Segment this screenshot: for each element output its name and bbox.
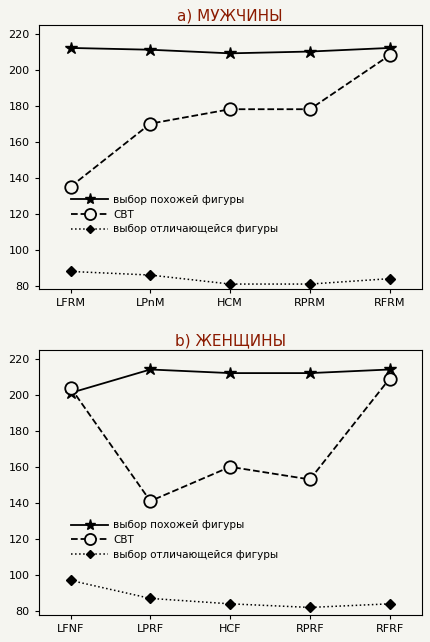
Title: a) МУЖЧИНЫ: a) МУЖЧИНЫ <box>177 8 283 23</box>
Legend: выбор похожей фигуры, СВТ, выбор отличающейся фигуры: выбор похожей фигуры, СВТ, выбор отличаю… <box>69 193 280 236</box>
Legend: выбор похожей фигуры, СВТ, выбор отличающейся фигуры: выбор похожей фигуры, СВТ, выбор отличаю… <box>69 518 280 562</box>
Title: b) ЖЕНЩИНЫ: b) ЖЕНЩИНЫ <box>175 333 286 349</box>
